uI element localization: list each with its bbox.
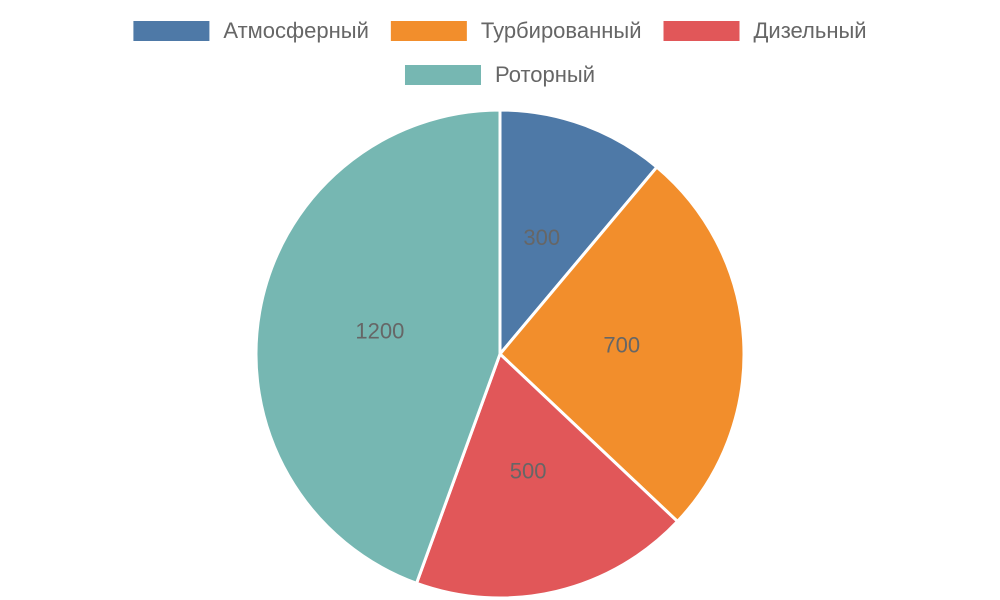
data-label: 300 — [523, 225, 560, 250]
pie-slice — [414, 351, 680, 600]
data-label: 700 — [603, 333, 640, 358]
data-label: 1200 — [355, 319, 404, 344]
legend-item: Роторный — [404, 62, 595, 87]
legend-label: Атмосферный — [223, 18, 368, 43]
legend-swatch — [390, 21, 467, 41]
pie-slice — [497, 164, 746, 524]
legend-item: Дизельный — [663, 18, 867, 43]
legend-item: Турбированный — [390, 18, 642, 43]
pie-slice — [254, 108, 502, 586]
pie-slice — [498, 108, 659, 359]
legend-item: Атмосферный — [133, 18, 369, 43]
data-label: 500 — [510, 459, 547, 484]
legend-label: Дизельный — [754, 18, 867, 43]
legend-label: Роторный — [495, 62, 595, 87]
legend-swatch — [133, 21, 210, 41]
legend-swatch — [404, 65, 481, 85]
legend-label: Турбированный — [481, 18, 642, 43]
legend-swatch — [663, 21, 740, 41]
